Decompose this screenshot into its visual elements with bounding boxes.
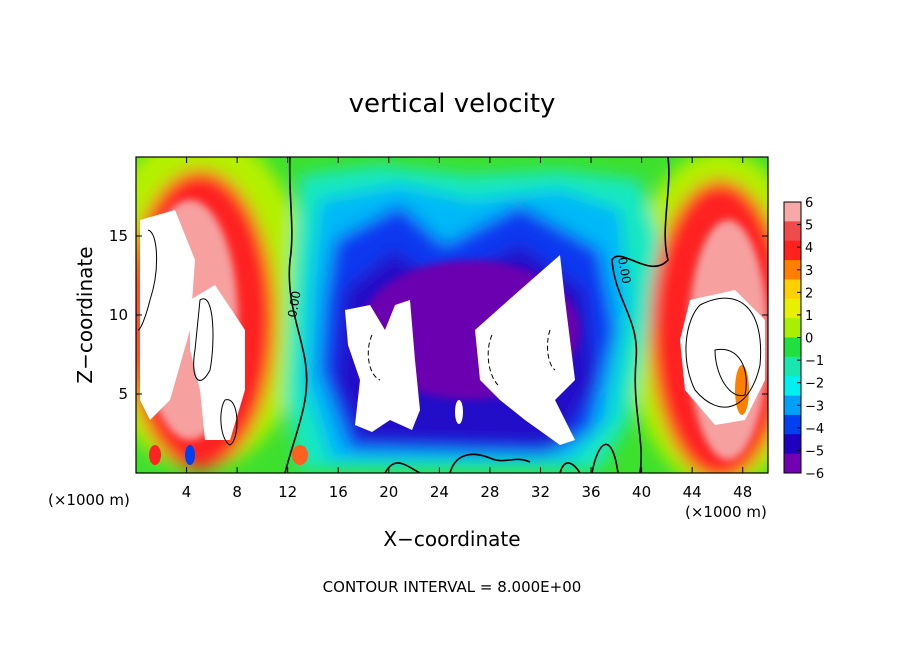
contour-zero-left: [284, 157, 308, 473]
x-tick-label: 40: [632, 483, 651, 501]
colorbar-tick-label: 0: [805, 332, 813, 347]
colorbar-swatch: [784, 395, 801, 416]
y-tick-label: 5: [118, 385, 128, 403]
colorbar-tick-label: 6: [805, 196, 813, 211]
x-tick-label: 32: [531, 483, 550, 501]
y-tick-label: 10: [109, 306, 128, 324]
field-red-blob-left: [149, 445, 161, 465]
contour-label-right: 0.00: [615, 256, 633, 285]
colorbar-swatch: [784, 453, 801, 474]
contour-negative-3: [547, 329, 556, 371]
colorbar-tick-label: 3: [805, 264, 813, 279]
colorbar-swatch: [784, 414, 801, 435]
colorbar-swatch: [784, 356, 801, 377]
colorbar-swatch: [784, 318, 801, 338]
y-axis-label: Z−coordinate: [73, 246, 97, 383]
colorbar-swatch: [784, 279, 801, 300]
x-tick-label: 16: [329, 483, 348, 501]
x-tick-label: 48: [733, 483, 752, 501]
colorbar-tick-label: −2: [805, 377, 824, 392]
heatmap-field: [136, 157, 768, 473]
contour-lines: [137, 157, 762, 473]
contour-positive-right-2: [714, 348, 747, 397]
y-tick-label: 15: [109, 227, 128, 245]
colorbar-swatch: [784, 337, 801, 358]
contour-positive-left-1: [137, 229, 158, 331]
field-white-center-right: [475, 255, 575, 445]
colorbar-tick-label: −5: [805, 444, 824, 459]
x-tick-label: 8: [232, 483, 242, 501]
colorbar-swatch: [784, 434, 801, 455]
contour-positive-right-1: [685, 297, 762, 408]
colorbar-swatch: [784, 376, 801, 397]
contour-negative-2: [487, 334, 499, 386]
colorbar-tick-label: 1: [805, 309, 813, 324]
colorbar-tick-label: −1: [805, 354, 824, 369]
contour-positive-left-3: [220, 399, 238, 446]
field-white-center-left: [345, 300, 420, 432]
x-tick-label: 12: [278, 483, 297, 501]
colorbar-swatch: [784, 260, 801, 280]
x-tick-label: 20: [379, 483, 398, 501]
y-ticks: 5 10 15: [109, 227, 768, 403]
colorbar-swatch: [784, 298, 801, 319]
field-orange-blob-right: [735, 365, 749, 415]
x-ticks: 4 8 12 16 20 24 28 32 36 40 44 48: [182, 157, 752, 501]
field-white-left: [140, 210, 195, 420]
x-axis-label: X−coordinate: [383, 527, 520, 551]
x-tick-label: 4: [182, 483, 192, 501]
contour-interval-note: CONTOUR INTERVAL = 8.000E+00: [323, 578, 582, 596]
x-tick-label: 44: [683, 483, 702, 501]
colorbar-tick-label: −4: [805, 422, 824, 437]
x-unit-label-left: (×1000 m): [48, 491, 130, 509]
contour-negative-1: [367, 334, 381, 381]
contour-zero-right: [611, 157, 670, 473]
contour-label-left: 0.00: [285, 290, 303, 319]
x-tick-label: 24: [430, 483, 449, 501]
contour-positive-left-2: [193, 298, 214, 381]
x-unit-label-right: (×1000 m): [685, 503, 767, 521]
colorbar-tick-label: −6: [805, 467, 824, 482]
colorbar-tick-label: −3: [805, 399, 824, 414]
x-tick-label: 36: [581, 483, 600, 501]
x-tick-label: 28: [480, 483, 499, 501]
field-red-blob-mid: [292, 445, 308, 465]
chart-title: vertical velocity: [349, 89, 556, 119]
colorbar-swatch: [784, 221, 801, 242]
field-white-blob-mid: [455, 400, 463, 424]
colorbar-swatch: [784, 240, 801, 261]
colorbar: 6 5 4 3 2 1 0 −1 −2 −3 −4 −5 −6: [783, 196, 824, 482]
field-blue-blob-left: [185, 445, 195, 465]
colorbar-tick-label: 5: [805, 219, 813, 234]
contour-zero-bottom: [384, 443, 619, 473]
colorbar-swatch: [784, 202, 801, 222]
colorbar-tick-label: 4: [805, 241, 813, 256]
colorbar-tick-label: 2: [805, 286, 813, 301]
